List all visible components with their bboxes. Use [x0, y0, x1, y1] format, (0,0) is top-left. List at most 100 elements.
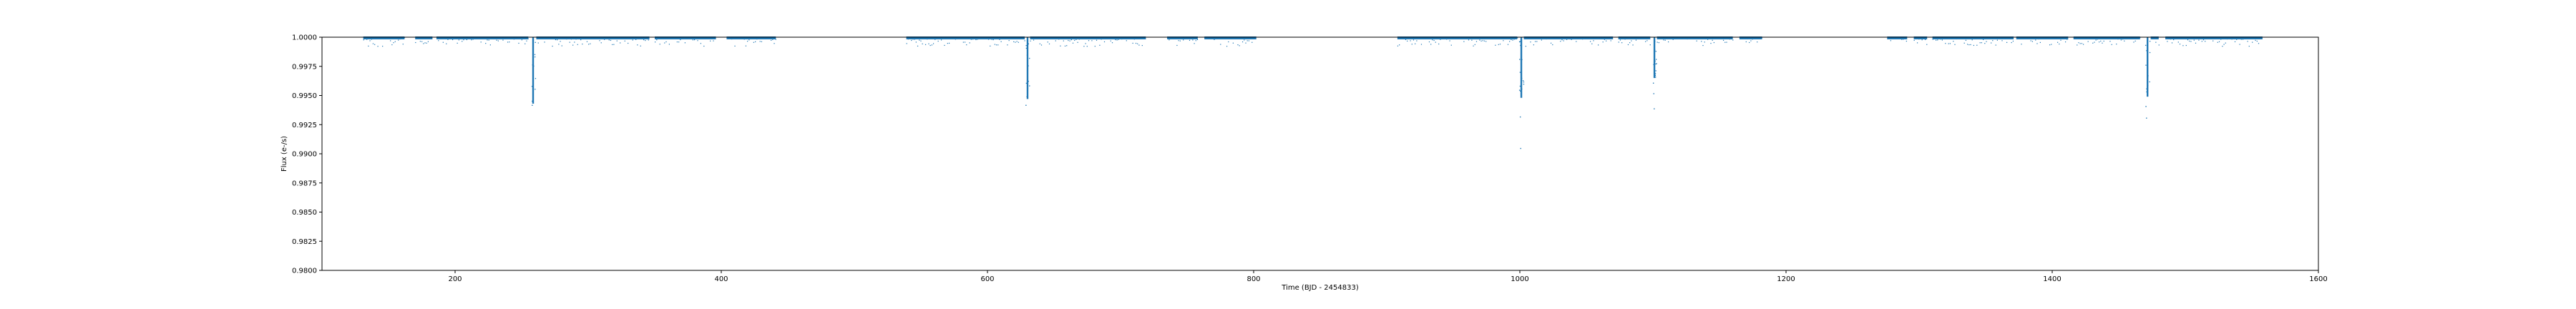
- data-point: [1118, 39, 1119, 40]
- data-point: [2129, 37, 2132, 39]
- data-point: [1111, 42, 1113, 44]
- y-axis-ticks: 0.9800 0.9825 0.9850 0.9875 0.9900 0.9925 0.99…: [292, 34, 322, 275]
- data-point: [1657, 41, 1658, 43]
- data-point: [1468, 39, 1470, 41]
- data-point: [596, 37, 597, 39]
- data-point: [2114, 37, 2116, 39]
- data-point: [2210, 38, 2212, 39]
- data-point: [1937, 39, 1938, 41]
- data-point: [600, 42, 602, 44]
- data-point: [1519, 85, 1521, 87]
- data-point: [2006, 41, 2008, 43]
- data-point: [1962, 38, 1963, 39]
- data-point: [532, 39, 535, 41]
- data-point: [1564, 37, 1566, 39]
- data-point: [2011, 41, 2012, 44]
- y-tick-label: 0.9975: [292, 63, 317, 71]
- data-point: [429, 37, 431, 39]
- data-point: [670, 37, 672, 39]
- data-point: [2104, 37, 2106, 39]
- data-point: [1504, 37, 1506, 39]
- data-point: [2127, 38, 2128, 39]
- data-point: [1976, 44, 1978, 46]
- data-point: [2133, 41, 2135, 43]
- data-point: [2022, 37, 2024, 39]
- data-point: [1722, 39, 1724, 41]
- data-point: [711, 38, 713, 39]
- data-point: [545, 37, 547, 39]
- data-point: [2244, 38, 2245, 39]
- data-point: [2250, 37, 2252, 39]
- data-point: [646, 37, 648, 39]
- data-point: [2019, 37, 2021, 39]
- data-point: [726, 37, 728, 39]
- data-point: [1517, 37, 1518, 39]
- x-tick-label: 1200: [1777, 275, 1795, 283]
- data-point: [1002, 37, 1003, 39]
- x-tick-label: 800: [1246, 275, 1260, 283]
- data-point: [475, 37, 477, 39]
- data-point: [2155, 41, 2157, 43]
- data-point: [1707, 39, 1709, 40]
- data-point: [439, 38, 441, 39]
- data-point: [2137, 37, 2140, 39]
- data-point: [510, 38, 512, 39]
- data-point: [1209, 37, 1210, 39]
- data-point: [1192, 39, 1194, 41]
- data-point: [514, 37, 517, 39]
- data-point: [485, 43, 487, 44]
- y-tick-label: 0.9825: [292, 238, 317, 246]
- y-tick-label: 0.9850: [292, 209, 317, 217]
- data-point: [1556, 37, 1558, 39]
- data-point: [2261, 38, 2263, 39]
- data-point: [2258, 43, 2260, 44]
- data-point: [442, 41, 444, 43]
- data-point: [1597, 44, 1599, 46]
- data-point: [449, 37, 450, 39]
- data-point: [1904, 38, 1906, 39]
- data-point: [612, 44, 613, 45]
- data-point: [1443, 37, 1444, 39]
- x-tick-label: 600: [980, 275, 994, 283]
- data-point: [1719, 37, 1721, 39]
- data-point: [1075, 39, 1077, 40]
- data-point: [1221, 37, 1223, 39]
- data-point: [1680, 38, 1682, 39]
- data-point: [2079, 43, 2081, 44]
- data-point: [2145, 64, 2147, 66]
- data-point: [1085, 43, 1086, 44]
- data-point: [1025, 82, 1028, 84]
- data-point: [1498, 44, 1499, 45]
- data-point: [2145, 44, 2147, 46]
- data-point: [684, 42, 686, 44]
- data-point: [980, 37, 982, 39]
- data-point: [2147, 75, 2149, 77]
- data-point: [664, 42, 665, 44]
- data-point: [656, 39, 658, 41]
- data-point: [1741, 37, 1742, 39]
- data-point: [504, 37, 505, 39]
- data-point-band: [2165, 36, 2263, 39]
- data-point: [1212, 37, 1214, 39]
- data-point: [1520, 44, 1521, 46]
- data-point: [1971, 39, 1973, 41]
- transit-dip: [2146, 37, 2149, 97]
- data-point: [728, 37, 729, 39]
- data-point: [1705, 37, 1707, 39]
- data-point: [512, 37, 513, 39]
- data-point: [1450, 44, 1452, 46]
- y-tick-label: 0.9800: [292, 268, 317, 275]
- data-point: [398, 39, 399, 41]
- data-point: [1471, 39, 1473, 41]
- data-point: [1108, 37, 1110, 39]
- data-point: [1602, 41, 1604, 43]
- data-point: [1027, 79, 1028, 81]
- data-point: [978, 37, 980, 39]
- data-point: [2165, 37, 2167, 39]
- data-point-band: [1657, 36, 1733, 39]
- data-point-outlier: [2146, 117, 2147, 119]
- data-point: [1648, 37, 1649, 39]
- data-point: [1607, 37, 1609, 39]
- data-point: [678, 41, 680, 43]
- data-point: [1933, 37, 1935, 39]
